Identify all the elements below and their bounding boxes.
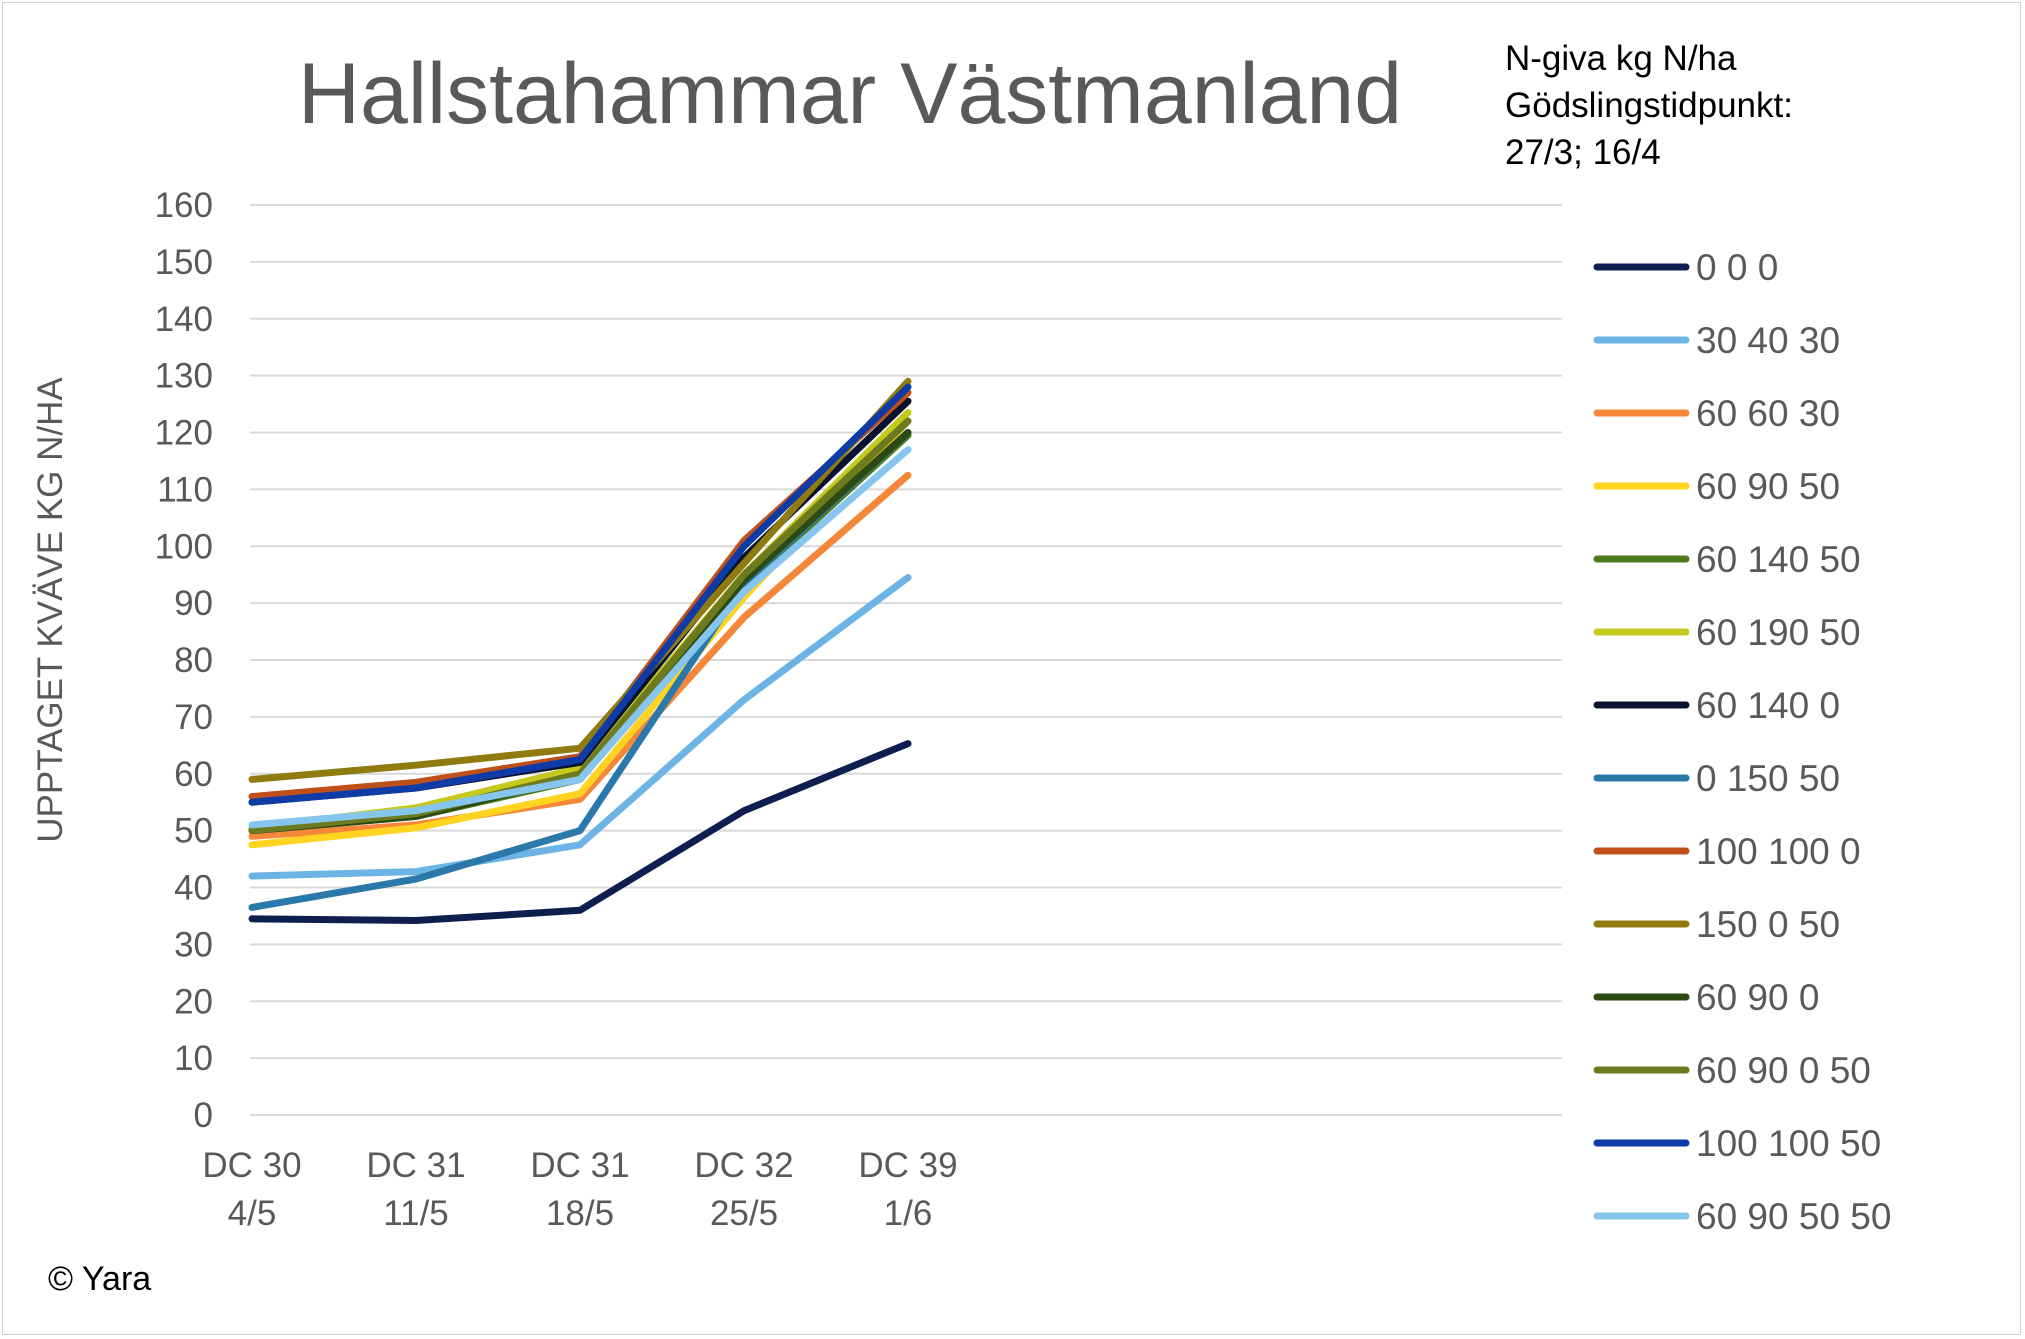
y-tick-label: 150	[155, 243, 213, 282]
series-line	[248, 389, 912, 800]
legend-item: 60 90 50	[1593, 466, 1840, 507]
series-line	[248, 740, 912, 924]
y-tick-label: 80	[174, 641, 213, 680]
y-tick-label: 100	[155, 527, 213, 566]
series-line	[248, 446, 912, 829]
y-tick-label: 60	[174, 755, 213, 794]
legend-title-line-2: Gödslingstidpunkt:	[1505, 86, 1793, 125]
legend-label: 60 90 0	[1696, 977, 1819, 1018]
y-tick-label: 0	[194, 1096, 213, 1135]
series-lines	[248, 377, 912, 924]
y-tick-label: 40	[174, 869, 213, 908]
y-tick-label: 10	[174, 1039, 213, 1078]
legend-item: 60 140 50	[1593, 539, 1861, 580]
series-line	[248, 397, 912, 806]
legend-item: 60 90 50 50	[1593, 1196, 1891, 1237]
legend-label: 0 0 0	[1696, 247, 1778, 288]
legend-label: 60 190 50	[1696, 612, 1861, 653]
legend-title-line-1: N-giva kg N/ha	[1505, 39, 1737, 78]
legend-item: 100 100 50	[1593, 1123, 1881, 1164]
y-tick-label: 70	[174, 698, 213, 737]
x-axis-ticks: DC 30 4/5 DC 31 11/5 DC 31 18/5 DC 32 25/5 DC 39…	[202, 1146, 957, 1233]
x-tick-label: DC 31 11/5	[366, 1146, 465, 1233]
legend-label: 60 90 50 50	[1696, 1196, 1891, 1237]
legend-item: 60 90 0 50	[1593, 1050, 1871, 1091]
legend-item: 60 190 50	[1593, 612, 1861, 653]
series-line	[248, 417, 912, 835]
legend-item: 0 150 50	[1593, 758, 1840, 799]
legend-label: 0 150 50	[1696, 758, 1840, 799]
y-tick-label: 50	[174, 812, 213, 851]
y-tick-label: 120	[155, 414, 213, 453]
legend-title-line-3: 27/3; 16/4	[1505, 133, 1661, 172]
legend: 0 0 0 30 40 30 60 60 30 60 90 50 60 140 50 60…	[1593, 247, 1891, 1237]
y-tick-label: 110	[157, 470, 213, 509]
y-tick-label: 130	[155, 357, 213, 396]
legend-label: 60 140 0	[1696, 685, 1840, 726]
legend-label: 30 40 30	[1696, 320, 1840, 361]
series-line	[248, 574, 912, 880]
legend-item: 0 0 0	[1593, 247, 1778, 288]
legend-label: 60 90 0 50	[1696, 1050, 1871, 1091]
legend-label: 150 0 50	[1696, 904, 1840, 945]
y-tick-label: 30	[174, 925, 213, 964]
chart-title: Hallstahammar Västmanland	[298, 46, 1402, 142]
legend-item: 150 0 50	[1593, 904, 1840, 945]
legend-item: 60 140 0	[1593, 685, 1840, 726]
y-tick-label: 20	[174, 982, 213, 1021]
gridlines	[250, 204, 1562, 1116]
legend-label: 100 100 50	[1696, 1123, 1881, 1164]
legend-item: 30 40 30	[1593, 320, 1840, 361]
legend-item: 60 60 30	[1593, 393, 1840, 434]
y-axis-label: UPPTAGET KVÄVE KG N/HA	[31, 377, 70, 843]
y-axis-ticks: 0 10 20 30 40 50 60 70 80 90 100 110 120 130 140 150 160	[155, 186, 213, 1135]
y-tick-label: 90	[174, 584, 213, 623]
legend-item: 100 100 0	[1593, 831, 1861, 872]
legend-title: N-giva kg N/ha Gödslingstidpunkt: 27/3; …	[1505, 39, 1793, 172]
x-tick-label: DC 39 1/6	[858, 1146, 957, 1233]
y-tick-label: 140	[155, 300, 213, 339]
x-tick-label: DC 31 18/5	[530, 1146, 629, 1233]
series-line	[248, 471, 912, 840]
series-line	[248, 377, 912, 783]
copyright: © Yara	[48, 1260, 151, 1298]
legend-label: 100 100 0	[1696, 831, 1861, 872]
series-line	[248, 383, 912, 806]
legend-label: 60 60 30	[1696, 393, 1840, 434]
legend-label: 60 140 50	[1696, 539, 1861, 580]
legend-label: 60 90 50	[1696, 466, 1840, 507]
x-tick-label: DC 30 4/5	[202, 1146, 301, 1233]
y-tick-label: 160	[155, 186, 213, 225]
x-tick-label: DC 32 25/5	[694, 1146, 793, 1233]
legend-item: 60 90 0	[1593, 977, 1819, 1018]
